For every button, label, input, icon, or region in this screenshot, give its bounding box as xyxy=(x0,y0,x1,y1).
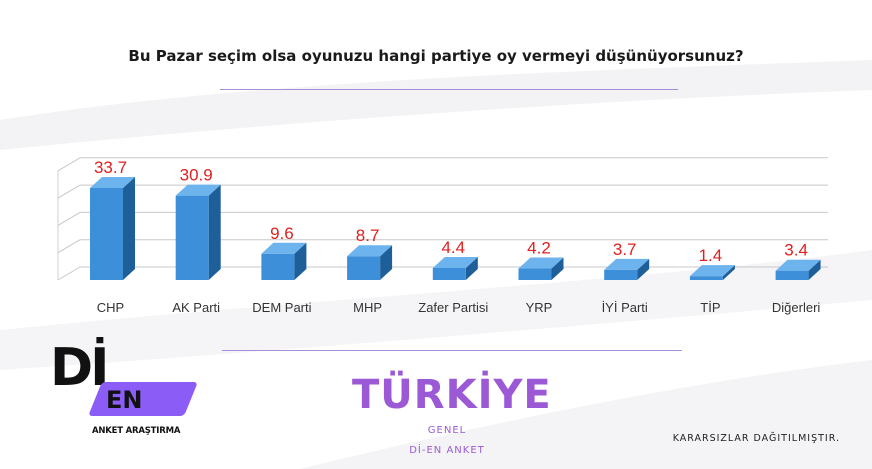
category-label: Diğerleri xyxy=(772,300,821,315)
bar-top xyxy=(347,245,393,257)
bar-side xyxy=(294,242,307,280)
value-label: 9.6 xyxy=(270,224,294,243)
value-label: 3.7 xyxy=(613,240,637,259)
bar-chart: 33.7 CHP 30.9 AK Parti 9.6 DEM Parti 8.7 MHP 4.4… xyxy=(57,157,828,315)
category-label: YRP xyxy=(526,300,553,315)
bar xyxy=(604,269,638,280)
region-title: TÜRKİYE xyxy=(352,372,552,418)
category-label: TİP xyxy=(700,300,720,315)
gridline-depth xyxy=(57,239,81,254)
bar-top xyxy=(432,256,478,268)
gridline-depth xyxy=(57,211,81,226)
bar xyxy=(518,268,552,280)
category-label: DEM Parti xyxy=(252,300,311,315)
value-label: 4.2 xyxy=(527,239,551,258)
category-label: MHP xyxy=(353,300,382,315)
value-label: 33.7 xyxy=(94,158,127,177)
value-label: 4.4 xyxy=(441,238,465,257)
bar-side xyxy=(380,245,393,280)
di-en-logo: Dİ EN ANKET ARAŞTIRMA xyxy=(44,338,198,442)
bar xyxy=(689,276,723,280)
bar xyxy=(775,270,809,280)
bar-top xyxy=(604,258,650,270)
bar-side xyxy=(465,256,478,280)
bar-top xyxy=(175,184,221,196)
bar-top xyxy=(689,265,735,277)
chart-title: Bu Pazar seçim olsa oyunuzu hangi partiy… xyxy=(128,47,744,65)
bar-side xyxy=(208,184,221,280)
scope-label: GENEL xyxy=(427,425,467,436)
bar-top xyxy=(775,259,821,271)
title-divider xyxy=(220,89,678,90)
category-label: Zafer Partisi xyxy=(418,300,488,315)
bar-side xyxy=(808,259,821,280)
category-label: İYİ Parti xyxy=(602,300,648,315)
bar-top xyxy=(90,177,135,188)
gridline-depth xyxy=(57,157,81,172)
bar xyxy=(261,253,295,280)
gridline-depth xyxy=(57,266,81,281)
logo-subtitle: ANKET ARAŞTIRMA xyxy=(92,426,181,436)
undecided-note: KARARSIZLAR DAĞITILMIŞTIR. xyxy=(672,433,840,444)
footer-divider xyxy=(222,350,682,351)
value-label: 1.4 xyxy=(699,246,723,265)
category-label: CHP xyxy=(97,300,124,315)
bar-top xyxy=(261,242,307,254)
category-label: AK Parti xyxy=(172,300,220,315)
value-label: 8.7 xyxy=(356,226,380,245)
bar-side xyxy=(722,265,735,280)
bar-side xyxy=(551,257,564,280)
logo-en-badge xyxy=(88,382,198,416)
bar xyxy=(175,195,209,280)
value-label: 30.9 xyxy=(180,166,213,185)
bar-side xyxy=(123,177,135,280)
logo-wordmark-en: EN xyxy=(106,386,143,414)
bar-top xyxy=(518,257,564,269)
bar xyxy=(90,188,123,280)
bar xyxy=(347,256,381,280)
gridline-depth xyxy=(57,184,81,199)
value-label: 3.4 xyxy=(784,241,808,260)
bar xyxy=(432,267,466,280)
logo-wordmark-di: Dİ xyxy=(50,338,109,398)
source-label: Dİ-EN ANKET xyxy=(409,445,485,456)
bar-side xyxy=(637,258,650,280)
